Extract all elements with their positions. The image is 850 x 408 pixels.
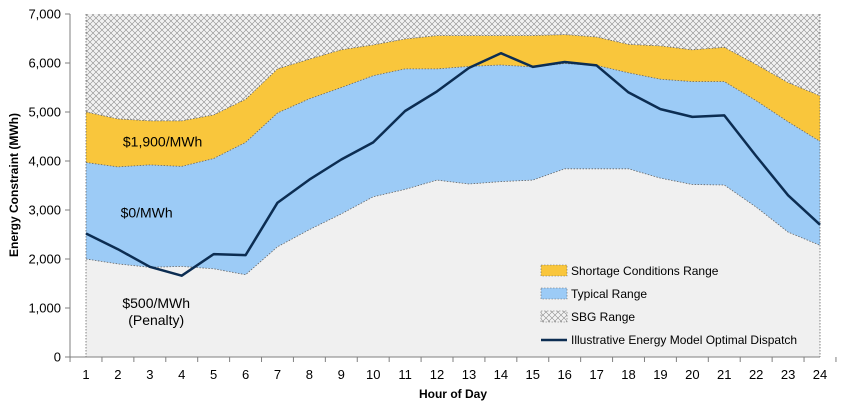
region-annotation: (Penalty) xyxy=(128,312,184,328)
x-tick-label: 6 xyxy=(242,367,249,382)
legend-label: SBG Range xyxy=(571,310,635,324)
boundary-shortage-max xyxy=(85,34,821,122)
series-line-dispatch xyxy=(85,51,821,277)
x-tick-label: 2 xyxy=(114,367,121,382)
x-tick-label: 22 xyxy=(749,367,763,382)
x-tick-label: 13 xyxy=(462,367,476,382)
x-tick-label: 5 xyxy=(210,367,217,382)
area-sbg-range xyxy=(86,14,820,121)
legend-label: Shortage Conditions Range xyxy=(571,264,719,278)
y-tick-label: 5,000 xyxy=(28,105,61,120)
x-tick-label: 19 xyxy=(653,367,667,382)
boundary-typical-max xyxy=(85,63,821,168)
x-tick-label: 11 xyxy=(398,367,412,382)
x-tick-label: 7 xyxy=(274,367,281,382)
y-tick-label: 6,000 xyxy=(28,56,61,71)
x-tick-label: 9 xyxy=(338,367,345,382)
legend-label: Illustrative Energy Model Optimal Dispat… xyxy=(571,333,797,347)
x-tick-label: 15 xyxy=(526,367,540,382)
x-tick-label: 24 xyxy=(813,367,827,382)
legend-swatch-typical xyxy=(540,287,568,300)
legend-label: Typical Range xyxy=(571,287,647,301)
y-tick-label: 1,000 xyxy=(28,301,61,316)
annotations: $1,900/MWh $0/MWh $500/MWh(Penalty) xyxy=(121,133,203,328)
legend-swatch-shortage xyxy=(540,264,568,277)
y-tick-label: 2,000 xyxy=(28,252,61,267)
legend-swatch-sbg xyxy=(540,310,568,323)
x-tick-label: 12 xyxy=(430,367,444,382)
area-shortage-range xyxy=(86,34,820,167)
x-axis-title: Hour of Day xyxy=(419,387,487,401)
y-tick-label: 0 xyxy=(54,350,61,365)
x-tick-label: 1 xyxy=(82,367,89,382)
boundary-min-limit xyxy=(85,168,821,276)
plot-area-layers xyxy=(85,14,821,357)
legend: Shortage Conditions Range Typical Range SB… xyxy=(540,264,797,347)
region-annotation: $1,900/MWh xyxy=(123,133,202,149)
x-tick-label: 17 xyxy=(589,367,603,382)
y-axis-title: Energy Constraint (MWh) xyxy=(7,113,21,257)
x-tick-label: 23 xyxy=(781,367,795,382)
y-tick-label: 3,000 xyxy=(28,203,61,218)
region-annotation: $500/MWh xyxy=(122,295,190,311)
x-tick-label: 14 xyxy=(494,367,508,382)
region-annotation: $0/MWh xyxy=(121,204,173,220)
area-typical-range xyxy=(86,63,820,275)
x-tick-label: 3 xyxy=(146,367,153,382)
x-tick-label: 8 xyxy=(306,367,313,382)
x-tick-label: 18 xyxy=(621,367,635,382)
y-tick-label: 7,000 xyxy=(28,7,61,22)
x-tick-label: 21 xyxy=(717,367,731,382)
x-tick-label: 20 xyxy=(685,367,699,382)
x-tick-label: 10 xyxy=(366,367,380,382)
y-tick-label: 4,000 xyxy=(28,154,61,169)
x-tick-label: 16 xyxy=(557,367,571,382)
x-tick-label: 4 xyxy=(178,367,185,382)
area-penalty-region xyxy=(86,168,820,357)
